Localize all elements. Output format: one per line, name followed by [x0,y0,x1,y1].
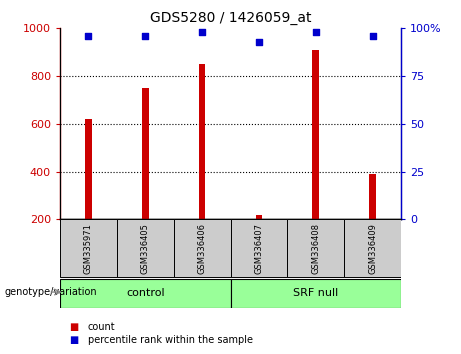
Bar [344,219,401,277]
Bar [85,119,92,219]
Text: GSM336406: GSM336406 [198,223,207,274]
Bar [174,219,230,277]
Text: genotype/variation: genotype/variation [5,287,97,297]
Bar [60,279,230,308]
Text: GSM335971: GSM335971 [84,223,93,274]
Bar [142,88,148,219]
Point [312,29,319,35]
Bar [117,219,174,277]
Text: GSM336407: GSM336407 [254,223,263,274]
Text: GSM336408: GSM336408 [311,223,320,274]
Text: ■: ■ [69,322,78,332]
Title: GDS5280 / 1426059_at: GDS5280 / 1426059_at [150,11,311,24]
Bar [199,64,206,219]
Bar [313,50,319,219]
Text: control: control [126,289,165,298]
Point [369,33,376,39]
Point [142,33,149,39]
Bar [230,219,287,277]
Text: ■: ■ [69,335,78,345]
Point [198,29,206,35]
Text: SRF null: SRF null [293,289,338,298]
Text: count: count [88,322,115,332]
Bar [255,215,262,219]
Point [255,39,263,45]
Bar [60,219,117,277]
Point [85,33,92,39]
Bar [230,279,401,308]
Bar [369,174,376,219]
Bar [287,219,344,277]
Text: GSM336405: GSM336405 [141,223,150,274]
Text: GSM336409: GSM336409 [368,223,377,274]
Text: percentile rank within the sample: percentile rank within the sample [88,335,253,345]
